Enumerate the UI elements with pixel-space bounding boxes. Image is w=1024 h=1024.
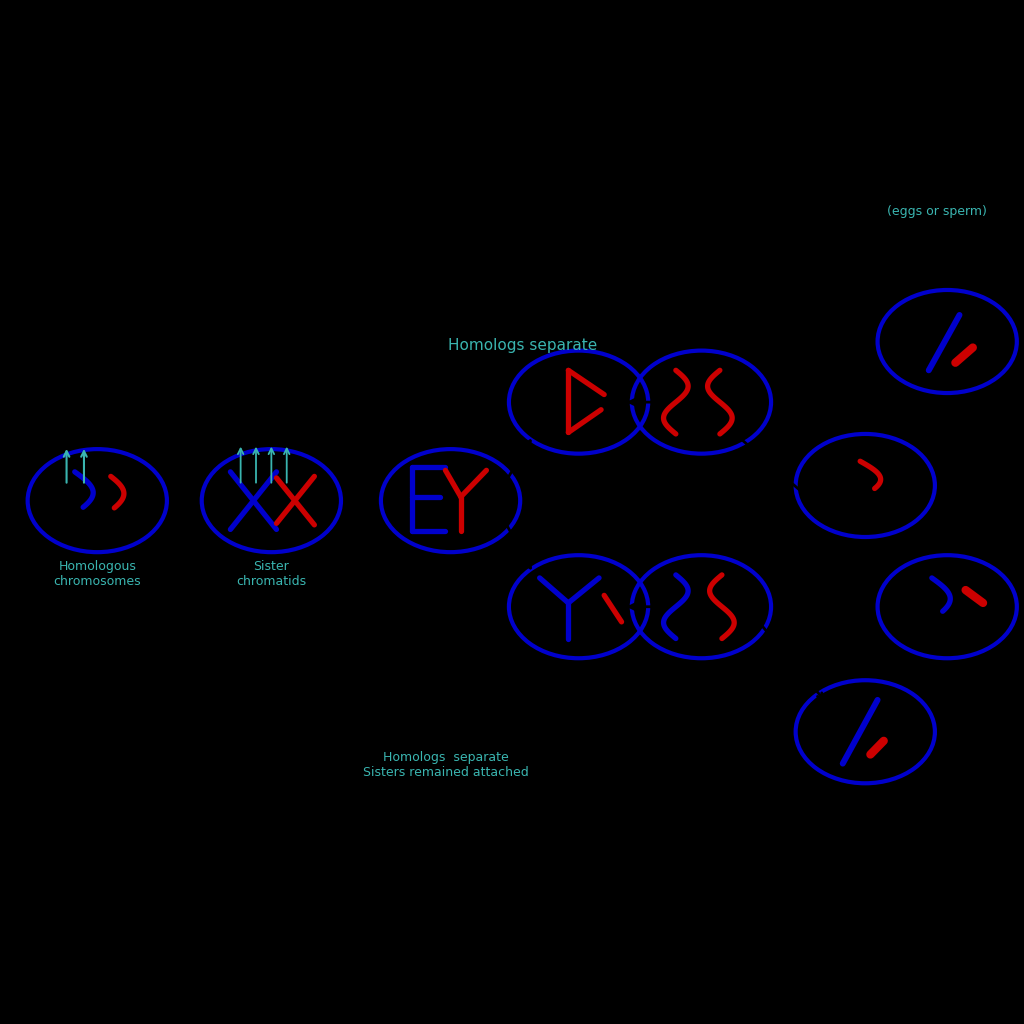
Text: Homologs separate: Homologs separate xyxy=(447,338,597,352)
Text: Homologous
chromosomes: Homologous chromosomes xyxy=(53,560,141,588)
Text: (eggs or sperm): (eggs or sperm) xyxy=(887,205,987,218)
Text: DNA
Replication
recombination: DNA Replication recombination xyxy=(159,648,359,741)
Text: Sister
chromatids: Sister chromatids xyxy=(237,560,306,588)
Text: Homologs  separate
Sisters remained attached: Homologs separate Sisters remained attac… xyxy=(362,751,528,778)
Text: Meiosis: Meiosis xyxy=(31,156,372,233)
Text: Chromosome
Segregation
(meiosis II): Chromosome Segregation (meiosis II) xyxy=(488,202,607,261)
Text: Gametes: Gametes xyxy=(885,164,979,183)
Text: Chromosomes
Segregation
(meiosis I): Chromosomes Segregation (meiosis I) xyxy=(381,671,510,731)
